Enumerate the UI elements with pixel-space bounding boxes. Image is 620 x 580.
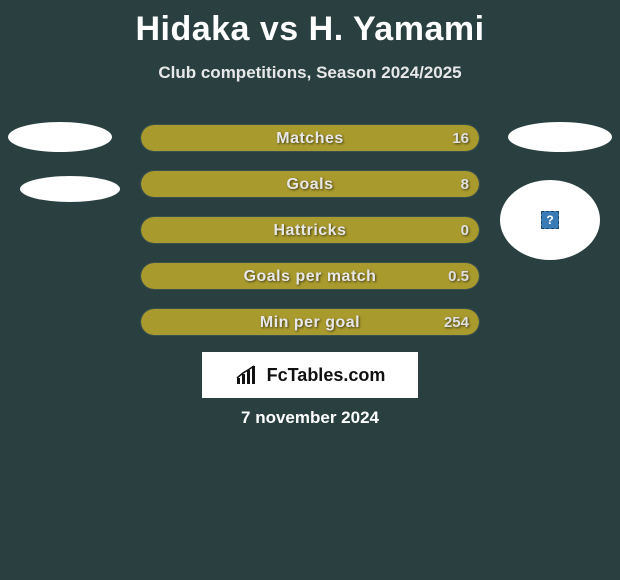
player1-avatar-placeholder [20, 176, 120, 202]
page-title: Hidaka vs H. Yamami [0, 0, 620, 49]
stat-right-value: 8 [461, 171, 469, 197]
stat-label: Goals [141, 171, 479, 197]
stat-row: Goals per match0.5 [140, 262, 480, 290]
player2-name: H. Yamami [309, 10, 485, 48]
brand-chart-icon [235, 364, 261, 386]
date-text: 7 november 2024 [0, 408, 620, 428]
stat-row: Goals8 [140, 170, 480, 198]
player1-badge-placeholder [8, 122, 112, 152]
vs-text: vs [260, 10, 299, 48]
stat-right-value: 0.5 [448, 263, 469, 289]
player2-badge-placeholder [508, 122, 612, 152]
stat-rows: Matches16 Goals8 Hattricks0 Goals per match… [140, 124, 480, 354]
missing-image-icon: ? [541, 211, 559, 229]
stat-row: Matches16 [140, 124, 480, 152]
stat-label: Matches [141, 125, 479, 151]
comparison-card: Hidaka vs H. Yamami Club competitions, S… [0, 0, 620, 580]
subtitle: Club competitions, Season 2024/2025 [0, 63, 620, 83]
brand-name: FcTables.com [267, 365, 386, 386]
player1-name: Hidaka [135, 10, 250, 48]
stat-row: Min per goal254 [140, 308, 480, 336]
stat-label: Goals per match [141, 263, 479, 289]
stat-label: Min per goal [141, 309, 479, 335]
stat-label: Hattricks [141, 217, 479, 243]
player2-avatar: ? [500, 180, 600, 260]
brand-badge[interactable]: FcTables.com [202, 352, 418, 398]
stat-right-value: 0 [461, 217, 469, 243]
stat-row: Hattricks0 [140, 216, 480, 244]
stat-right-value: 254 [444, 309, 469, 335]
stat-right-value: 16 [452, 125, 469, 151]
